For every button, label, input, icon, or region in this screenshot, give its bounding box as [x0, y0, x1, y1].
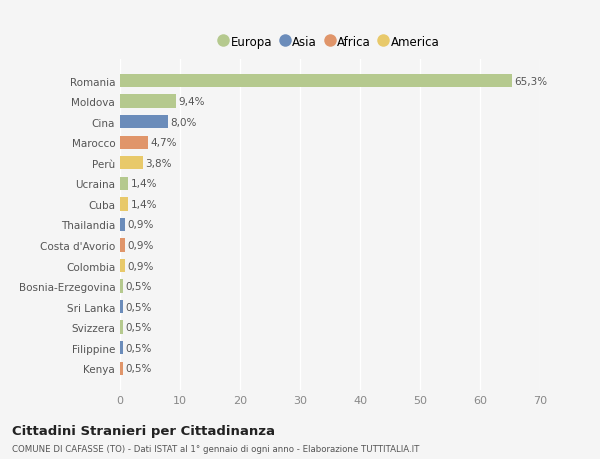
Bar [120, 157, 143, 170]
Text: 9,4%: 9,4% [179, 97, 205, 107]
Bar [120, 177, 128, 190]
Text: 0,5%: 0,5% [125, 343, 152, 353]
Text: 0,5%: 0,5% [125, 302, 152, 312]
Text: COMUNE DI CAFASSE (TO) - Dati ISTAT al 1° gennaio di ogni anno - Elaborazione TU: COMUNE DI CAFASSE (TO) - Dati ISTAT al 1… [12, 444, 419, 453]
Text: 65,3%: 65,3% [514, 76, 547, 86]
Bar [120, 218, 125, 232]
Text: 0,5%: 0,5% [125, 281, 152, 291]
Text: 0,9%: 0,9% [128, 241, 154, 251]
Text: Cittadini Stranieri per Cittadinanza: Cittadini Stranieri per Cittadinanza [12, 424, 275, 437]
Bar [120, 116, 168, 129]
Bar [120, 259, 125, 273]
Bar [120, 341, 123, 355]
Bar [120, 362, 123, 375]
Bar [120, 239, 125, 252]
Text: 3,8%: 3,8% [145, 158, 172, 168]
Bar [120, 321, 123, 334]
Bar [120, 300, 123, 313]
Bar [120, 95, 176, 108]
Text: 0,9%: 0,9% [128, 261, 154, 271]
Text: 4,7%: 4,7% [151, 138, 177, 148]
Bar [120, 136, 148, 150]
Bar [120, 280, 123, 293]
Text: 0,5%: 0,5% [125, 364, 152, 374]
Text: 1,4%: 1,4% [131, 179, 157, 189]
Text: 8,0%: 8,0% [170, 118, 197, 127]
Text: 0,5%: 0,5% [125, 323, 152, 332]
Legend: Europa, Asia, Africa, America: Europa, Asia, Africa, America [217, 33, 443, 52]
Bar [120, 198, 128, 211]
Bar [120, 75, 512, 88]
Text: 1,4%: 1,4% [131, 199, 157, 209]
Text: 0,9%: 0,9% [128, 220, 154, 230]
